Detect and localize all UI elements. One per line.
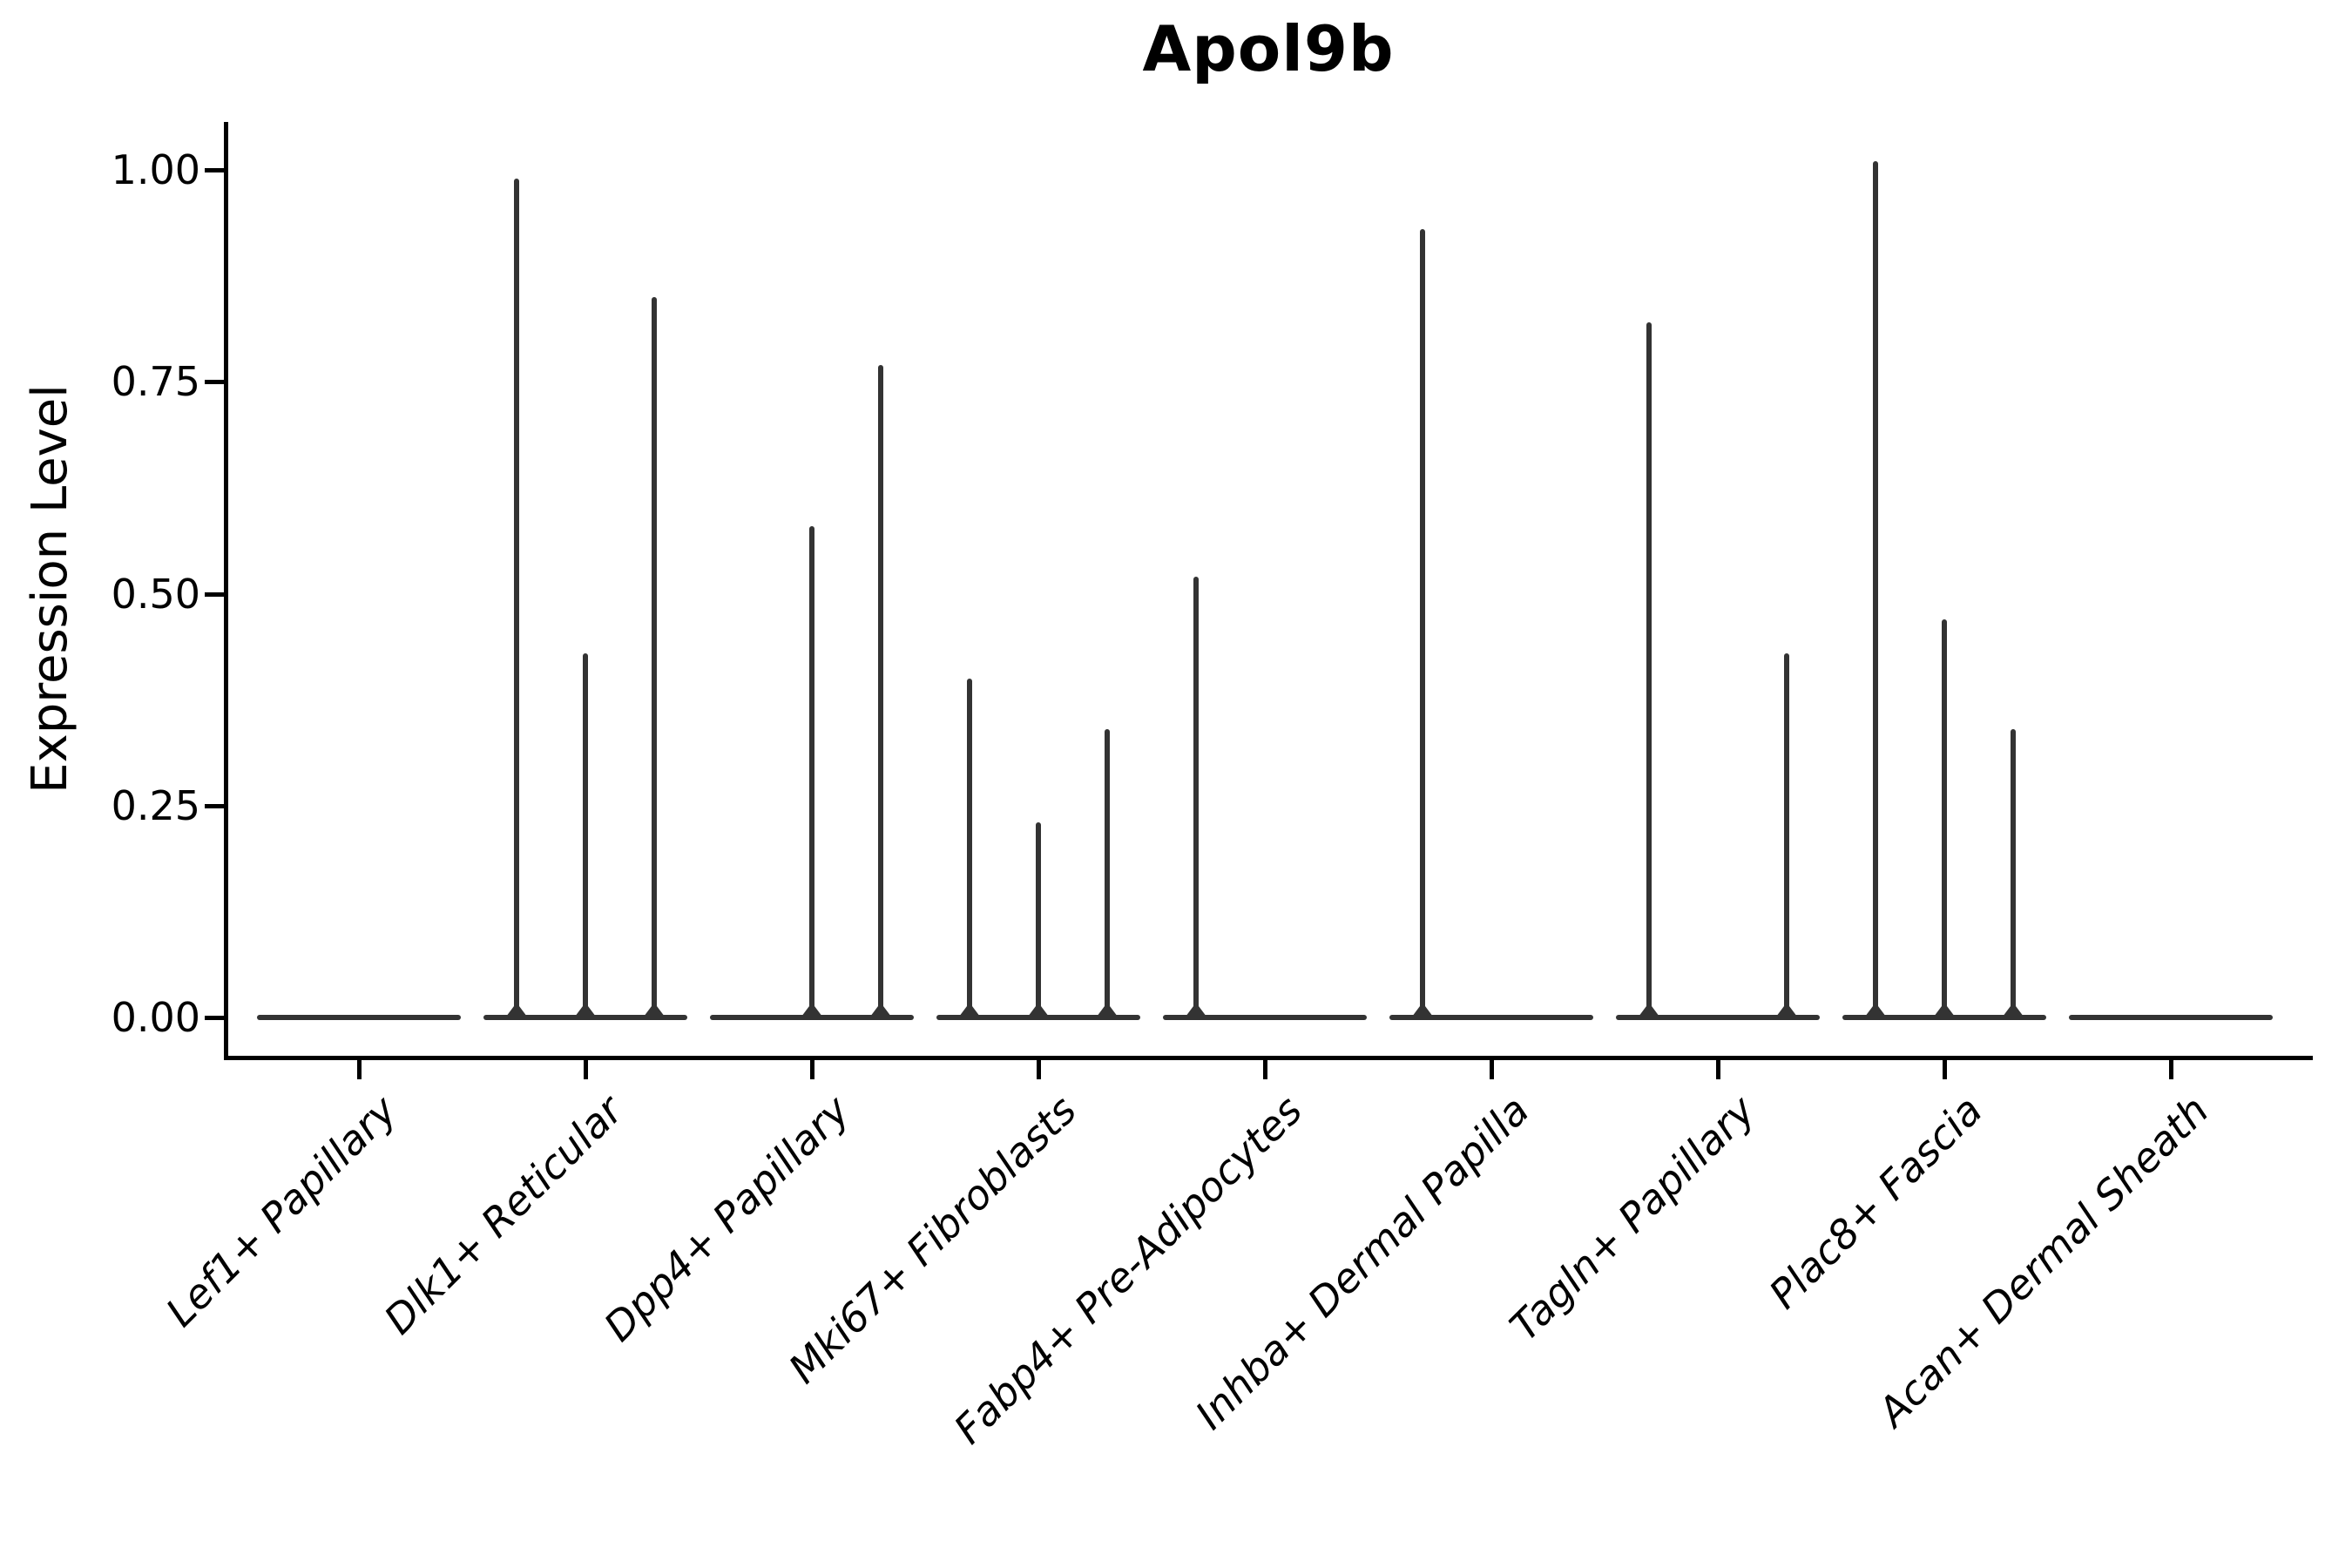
x-category-label: Plac8+ Fascia xyxy=(1760,1086,1991,1318)
violin-baseline-zero-line xyxy=(2069,1015,2273,1020)
y-tick-label: 0.50 xyxy=(111,570,200,618)
y-tick-mark xyxy=(205,591,224,597)
violin-spike xyxy=(878,364,883,1020)
y-tick-mark xyxy=(205,1016,224,1020)
violin-baseline-zero-line xyxy=(1616,1015,1820,1020)
y-tick-label: 0.00 xyxy=(111,994,200,1041)
x-category-label: Lef1+ Papillary xyxy=(156,1086,406,1336)
x-axis-spine xyxy=(224,1056,2313,1060)
violin-spike xyxy=(1193,577,1199,1020)
violin-spike xyxy=(583,652,588,1020)
violin-spike xyxy=(967,678,972,1020)
x-tick-mark xyxy=(1263,1060,1267,1079)
violin-spike xyxy=(1420,229,1425,1020)
y-tick-label: 1.00 xyxy=(111,146,200,193)
chart-title: Apol9b xyxy=(1142,12,1395,85)
x-category-label: Tagln+ Papillary xyxy=(1501,1086,1765,1350)
y-axis-spine xyxy=(224,122,228,1060)
x-tick-mark xyxy=(2169,1060,2173,1079)
x-tick-mark xyxy=(1037,1060,1041,1079)
violin-baseline-zero-line xyxy=(1163,1015,1367,1020)
violin-spike xyxy=(1942,618,1947,1020)
violin-spike xyxy=(2011,729,2016,1020)
violin-spike xyxy=(1784,652,1789,1020)
x-tick-mark xyxy=(1943,1060,1947,1079)
y-tick-mark xyxy=(205,168,224,172)
x-tick-mark xyxy=(1716,1060,1720,1079)
x-tick-mark xyxy=(357,1060,362,1079)
violin-spike xyxy=(1105,729,1110,1020)
y-tick-mark xyxy=(205,380,224,385)
violin-spike xyxy=(652,296,657,1020)
x-tick-mark xyxy=(584,1060,588,1079)
x-tick-mark xyxy=(1490,1060,1494,1079)
violin-spike xyxy=(514,178,519,1020)
y-tick-label: 0.25 xyxy=(111,781,200,829)
violin-baseline-zero-line xyxy=(257,1015,461,1020)
x-category-label: Dlk1+ Reticular xyxy=(375,1086,632,1343)
violin-spike xyxy=(1873,161,1878,1020)
y-tick-mark xyxy=(205,803,224,808)
violin-baseline-zero-line xyxy=(1389,1015,1593,1020)
x-tick-mark xyxy=(810,1060,814,1079)
violin-spike xyxy=(809,525,814,1020)
violin-spike xyxy=(1646,322,1652,1020)
y-tick-label: 0.75 xyxy=(111,358,200,406)
x-category-label: Dpp4+ Papillary xyxy=(594,1086,859,1350)
violin-spike xyxy=(1036,822,1041,1020)
